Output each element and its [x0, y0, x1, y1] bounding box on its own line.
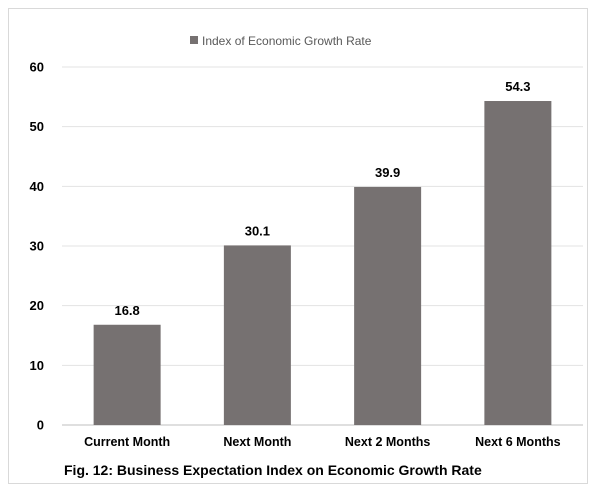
data-label: 39.9	[375, 165, 400, 180]
data-label: 16.8	[114, 303, 139, 318]
category-label: Current Month	[84, 435, 170, 449]
category-label: Next Month	[223, 435, 291, 449]
category-label: Next 2 Months	[345, 435, 430, 449]
data-label: 54.3	[505, 79, 530, 94]
data-label: 30.1	[245, 223, 270, 238]
y-tick-label: 10	[30, 358, 44, 373]
legend-swatch	[190, 36, 198, 44]
figure-caption: Fig. 12: Business Expectation Index on E…	[64, 462, 482, 478]
legend: Index of Economic Growth Rate	[190, 34, 372, 48]
bars	[93, 101, 552, 425]
y-tick-label: 0	[37, 418, 44, 433]
y-tick-label: 60	[30, 60, 44, 75]
bar	[93, 324, 161, 425]
y-tick-label: 20	[30, 298, 44, 313]
bar	[484, 101, 552, 425]
data-labels: 16.8 30.1 39.9 54.3	[114, 79, 530, 318]
bar	[223, 245, 291, 425]
y-tick-label: 40	[30, 179, 44, 194]
y-axis-ticks: 0 10 20 30 40 50 60	[30, 60, 44, 433]
y-tick-label: 50	[30, 119, 44, 134]
category-label: Next 6 Months	[475, 435, 560, 449]
x-axis-categories: Current Month Next Month Next 2 Months Next…	[84, 435, 561, 449]
bar	[354, 186, 422, 425]
legend-label: Index of Economic Growth Rate	[202, 34, 372, 48]
y-tick-label: 30	[30, 239, 44, 254]
